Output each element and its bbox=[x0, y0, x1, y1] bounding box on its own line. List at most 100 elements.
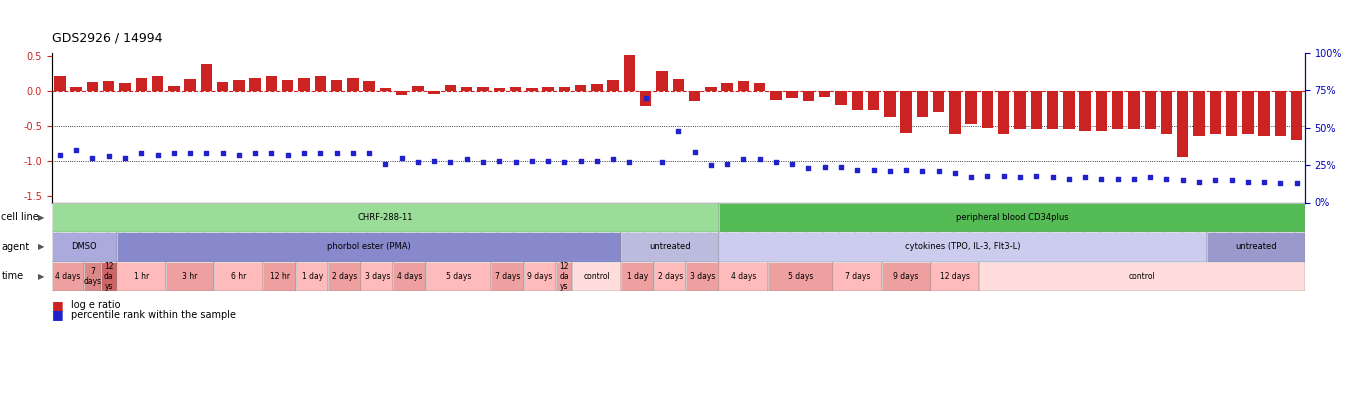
Point bbox=[375, 160, 396, 167]
Bar bbox=[233, 80, 245, 91]
Bar bbox=[166, 262, 214, 291]
Bar bbox=[768, 262, 834, 291]
Point bbox=[98, 153, 120, 159]
Bar bbox=[200, 64, 212, 91]
Bar bbox=[1080, 91, 1091, 131]
Bar bbox=[868, 91, 880, 111]
Point bbox=[489, 157, 511, 164]
Bar bbox=[900, 91, 911, 133]
Point bbox=[733, 156, 755, 162]
Point bbox=[684, 148, 706, 155]
Bar bbox=[556, 262, 572, 291]
Text: DMSO: DMSO bbox=[71, 242, 97, 252]
Bar bbox=[768, 262, 834, 291]
Bar bbox=[493, 88, 505, 91]
Text: 7 days: 7 days bbox=[844, 272, 870, 281]
Bar bbox=[184, 79, 196, 91]
Bar bbox=[394, 262, 426, 291]
Text: time: time bbox=[1, 271, 23, 281]
Bar bbox=[52, 202, 719, 232]
Point bbox=[180, 150, 202, 156]
Bar bbox=[572, 262, 621, 291]
Bar bbox=[296, 262, 328, 291]
Bar bbox=[572, 262, 621, 291]
Bar bbox=[151, 76, 163, 91]
Bar bbox=[214, 262, 263, 291]
Bar bbox=[136, 79, 147, 91]
Bar bbox=[1226, 91, 1237, 136]
Bar bbox=[296, 262, 328, 291]
Point bbox=[49, 151, 71, 158]
Bar bbox=[654, 262, 686, 291]
Text: 4 days: 4 days bbox=[398, 272, 422, 281]
Text: GDS2926 / 14994: GDS2926 / 14994 bbox=[52, 32, 162, 45]
Point bbox=[65, 147, 87, 153]
Point bbox=[553, 159, 575, 165]
Text: 12
da
ys: 12 da ys bbox=[560, 262, 569, 291]
Bar bbox=[445, 85, 456, 91]
Bar bbox=[738, 81, 749, 91]
Point bbox=[1009, 174, 1031, 180]
Bar bbox=[509, 87, 522, 91]
Bar bbox=[84, 262, 101, 291]
Bar bbox=[117, 262, 166, 291]
Point bbox=[391, 154, 413, 161]
Text: control: control bbox=[583, 272, 610, 281]
Point bbox=[1058, 175, 1080, 182]
Bar bbox=[966, 91, 977, 124]
Bar bbox=[1160, 91, 1173, 134]
Point bbox=[977, 172, 998, 179]
Bar bbox=[722, 83, 733, 91]
Bar bbox=[884, 91, 896, 117]
Bar bbox=[298, 78, 309, 91]
Bar bbox=[949, 91, 960, 134]
Point bbox=[878, 168, 900, 174]
Bar bbox=[706, 87, 716, 91]
Bar bbox=[719, 202, 1305, 232]
Point bbox=[749, 156, 771, 162]
Bar bbox=[1207, 232, 1305, 262]
Bar bbox=[117, 262, 166, 291]
Point bbox=[326, 150, 347, 156]
Point bbox=[716, 160, 738, 167]
Text: 5 days: 5 days bbox=[445, 272, 471, 281]
Text: control: control bbox=[1129, 272, 1155, 281]
Point bbox=[211, 150, 233, 156]
Point bbox=[829, 163, 851, 170]
Point bbox=[82, 154, 104, 161]
Bar bbox=[719, 262, 768, 291]
Point bbox=[537, 157, 558, 164]
Text: 9 days: 9 days bbox=[893, 272, 919, 281]
Point bbox=[667, 127, 689, 134]
Point bbox=[227, 151, 249, 158]
Bar bbox=[624, 55, 635, 91]
Point bbox=[928, 168, 949, 174]
Bar bbox=[1177, 91, 1189, 157]
Text: 7
days: 7 days bbox=[83, 267, 102, 286]
Point bbox=[569, 157, 591, 164]
Point bbox=[1091, 175, 1113, 182]
Text: 1 day: 1 day bbox=[301, 272, 323, 281]
Bar bbox=[802, 91, 814, 101]
Bar bbox=[621, 232, 719, 262]
Point bbox=[163, 150, 185, 156]
Bar bbox=[591, 84, 602, 91]
Text: agent: agent bbox=[1, 242, 30, 252]
Bar bbox=[621, 262, 654, 291]
Bar bbox=[120, 83, 131, 91]
Bar bbox=[1128, 91, 1140, 129]
Bar bbox=[101, 262, 117, 291]
Text: cell line: cell line bbox=[1, 212, 39, 222]
Bar bbox=[526, 88, 538, 91]
Bar bbox=[166, 262, 214, 291]
Bar bbox=[413, 86, 424, 91]
Point bbox=[765, 159, 787, 165]
Bar bbox=[266, 76, 276, 91]
Bar bbox=[426, 262, 492, 291]
Bar bbox=[1111, 91, 1124, 129]
Point bbox=[586, 157, 607, 164]
Bar bbox=[607, 80, 618, 91]
Bar bbox=[673, 79, 684, 91]
Bar bbox=[1242, 91, 1253, 134]
Bar bbox=[640, 91, 651, 106]
